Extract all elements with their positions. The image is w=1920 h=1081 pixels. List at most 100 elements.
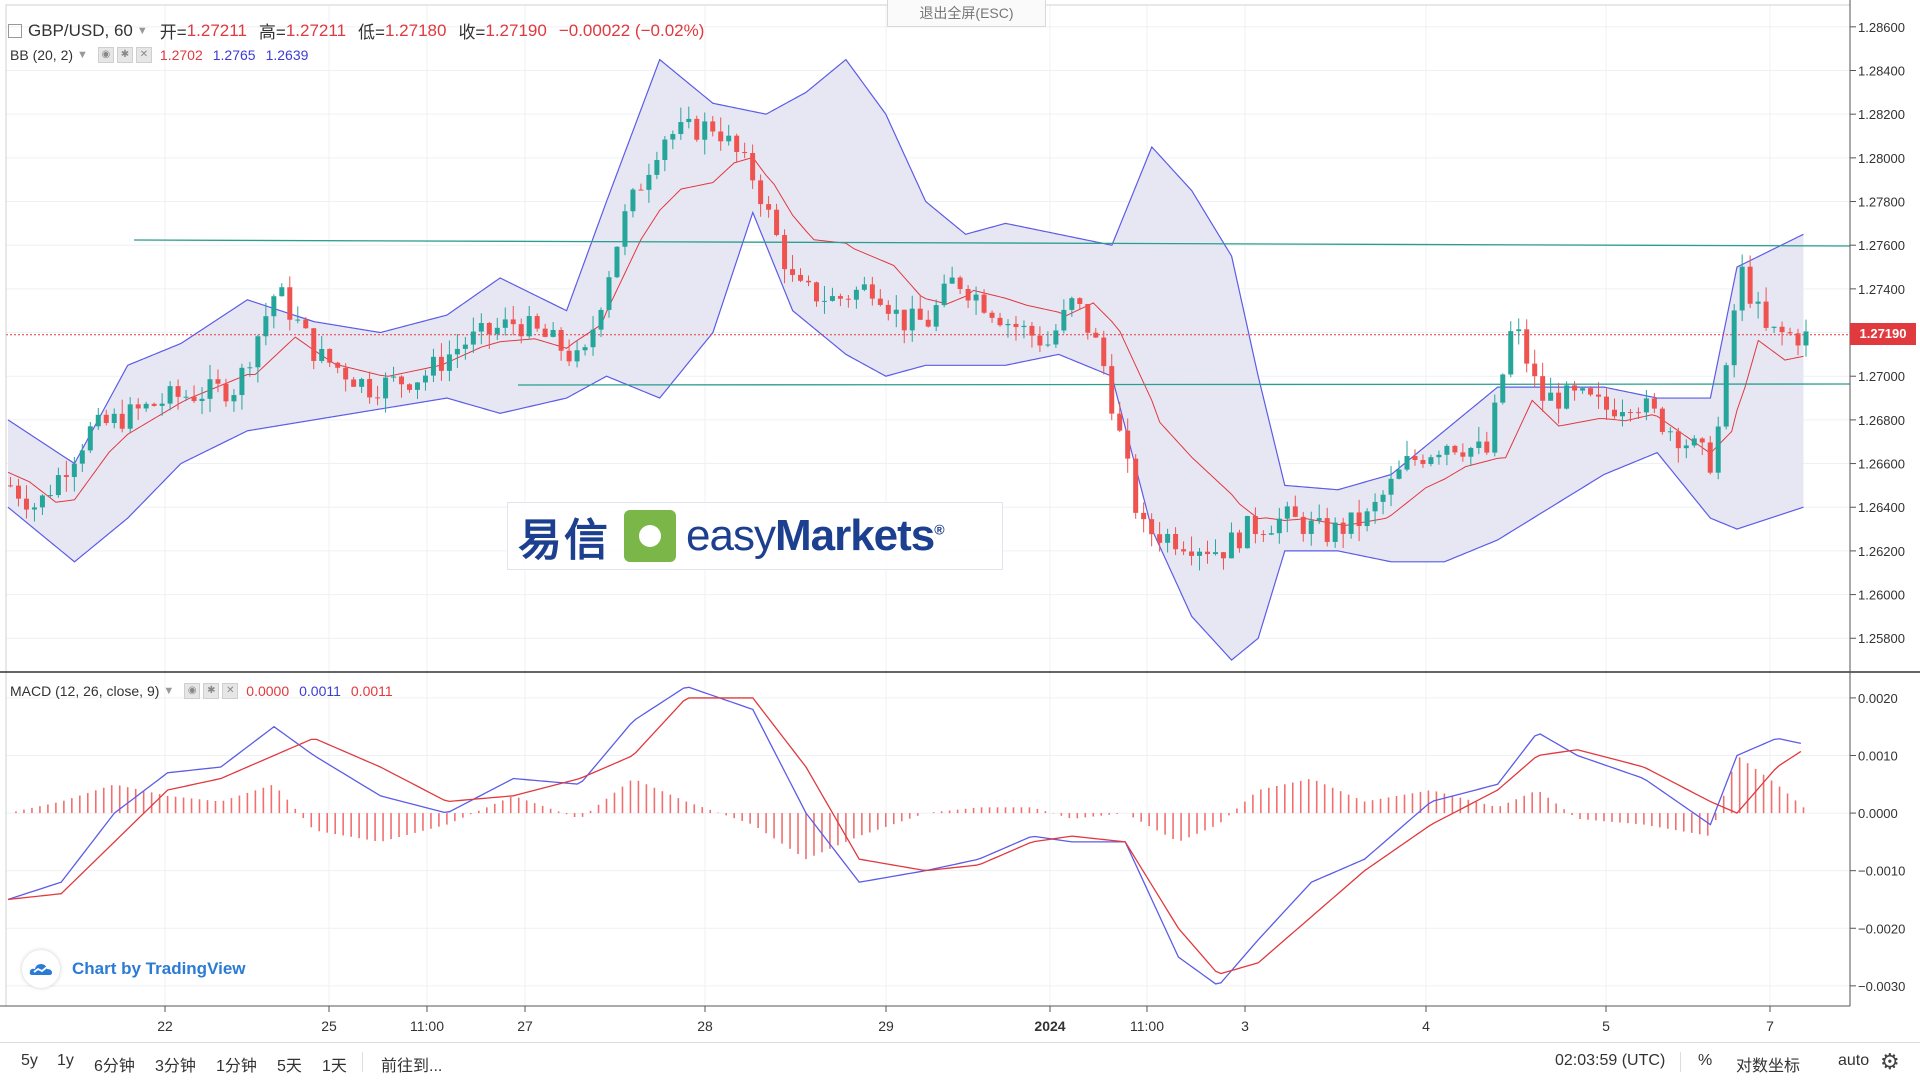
easymarkets-watermark: 易信 easyMarkets®: [507, 502, 1003, 570]
auto-scale-button[interactable]: auto: [1838, 1052, 1870, 1069]
candle-body: [1747, 266, 1753, 304]
candle-body: [510, 319, 516, 325]
candle-body: [295, 319, 301, 321]
gear-icon[interactable]: ⚙: [1880, 1049, 1900, 1074]
candle-body: [55, 475, 61, 496]
range-5d[interactable]: 5天: [277, 1058, 302, 1075]
price-axis-label: 1.26000: [1858, 588, 1905, 603]
price-axis-label: 1.27400: [1858, 282, 1905, 297]
candle-body: [965, 288, 971, 301]
candle-body: [853, 289, 859, 300]
candle-body: [662, 139, 668, 161]
candle-body: [917, 308, 923, 320]
candle-body: [590, 329, 596, 348]
candle-body: [877, 298, 883, 305]
bb-lower-line: [7, 210, 1804, 661]
candle-body: [239, 367, 245, 396]
candle-body: [207, 379, 213, 399]
candle-body: [1332, 522, 1338, 542]
candle-body: [806, 280, 811, 283]
candle-body: [1691, 438, 1697, 446]
chevron-down-icon[interactable]: ▼: [163, 685, 175, 697]
candle-body: [127, 404, 133, 429]
candle-body: [1699, 438, 1705, 443]
candle-body: [702, 121, 708, 140]
candle-body: [1611, 409, 1617, 417]
macd-line: [7, 686, 1801, 985]
candle-body: [1021, 325, 1027, 328]
candle-body: [1627, 412, 1633, 414]
candle-body: [1348, 512, 1354, 534]
candle-body: [1268, 533, 1274, 535]
eye-icon[interactable]: ◉: [97, 47, 114, 63]
goto-button[interactable]: 前往到...: [381, 1058, 443, 1075]
range-1min[interactable]: 1分钟: [216, 1058, 257, 1075]
candle-body: [734, 135, 740, 152]
candle-body: [1516, 329, 1522, 332]
candle-body: [103, 414, 109, 424]
candle-body: [1707, 442, 1713, 473]
chevron-down-icon[interactable]: ▼: [136, 24, 148, 37]
candle-body: [1149, 519, 1155, 535]
range-6min[interactable]: 6分钟: [94, 1058, 135, 1075]
candle-body: [367, 378, 373, 398]
candle-body: [478, 322, 484, 332]
close-icon[interactable]: ✕: [222, 683, 239, 699]
tradingview-brand[interactable]: Chart by TradingView: [22, 950, 246, 988]
candle-body: [486, 322, 492, 335]
candle-body: [1508, 331, 1514, 375]
close-icon[interactable]: ✕: [135, 47, 152, 63]
candle-body: [1236, 532, 1242, 549]
candle-body: [351, 379, 357, 387]
candle-body: [1045, 344, 1051, 346]
candle-body: [111, 413, 117, 424]
candle-body: [1787, 332, 1793, 334]
symbol-legend: GBP/USD, 60 ▼ 开= 1.27211 高= 1.27211 低= 1…: [8, 18, 704, 43]
candle-body: [798, 274, 804, 281]
candle-body: [1364, 511, 1370, 527]
candle-body: [550, 329, 556, 337]
close-label: 收=: [458, 23, 486, 42]
range-1y[interactable]: 1y: [57, 1052, 74, 1069]
macd-name[interactable]: MACD (12, 26, close, 9): [10, 683, 160, 699]
percent-scale-button[interactable]: %: [1698, 1052, 1713, 1069]
macd-axis-label: 0.0020: [1858, 691, 1898, 706]
candle-body: [901, 309, 907, 331]
watermark-en-light: easy: [686, 511, 776, 560]
collapse-icon[interactable]: [8, 23, 22, 38]
range-1d[interactable]: 1天: [322, 1058, 347, 1075]
chevron-down-icon[interactable]: ▼: [77, 49, 88, 61]
support-line: [517, 383, 1851, 386]
watermark-cn: 易信: [518, 516, 610, 565]
candle-body: [1125, 430, 1131, 459]
candle-body: [726, 135, 732, 142]
range-3min[interactable]: 3分钟: [155, 1058, 196, 1075]
candle-body: [837, 296, 843, 299]
candle-body: [1635, 412, 1641, 414]
candle-body: [1205, 551, 1210, 555]
candle-body: [1492, 402, 1498, 453]
eye-icon[interactable]: ◉: [184, 683, 201, 699]
candle-body: [558, 329, 564, 351]
bb-name[interactable]: BB (20, 2): [10, 47, 74, 63]
gear-icon[interactable]: ✱: [116, 47, 133, 63]
exit-fullscreen-button[interactable]: 退出全屏(ESC): [887, 0, 1046, 27]
candle-body: [710, 121, 716, 132]
candle-body: [1189, 551, 1195, 556]
candle-body: [263, 316, 269, 337]
candle-body: [430, 356, 436, 376]
candle-body: [1675, 431, 1681, 449]
low-label: 低=: [358, 23, 385, 42]
candle-body: [1077, 298, 1083, 304]
candle-body: [167, 386, 173, 404]
log-scale-button[interactable]: 对数坐标: [1736, 1058, 1801, 1075]
range-5y[interactable]: 5y: [21, 1052, 38, 1069]
price-axis-label: 1.27800: [1858, 195, 1905, 210]
candle-body: [1252, 516, 1258, 535]
candle-body: [375, 397, 381, 399]
low-value: 1.27180: [384, 20, 447, 40]
candle-body: [1228, 532, 1234, 559]
candle-body: [1540, 376, 1546, 401]
macd-hist-value: 0.0000: [246, 683, 290, 699]
gear-icon[interactable]: ✱: [203, 683, 220, 699]
